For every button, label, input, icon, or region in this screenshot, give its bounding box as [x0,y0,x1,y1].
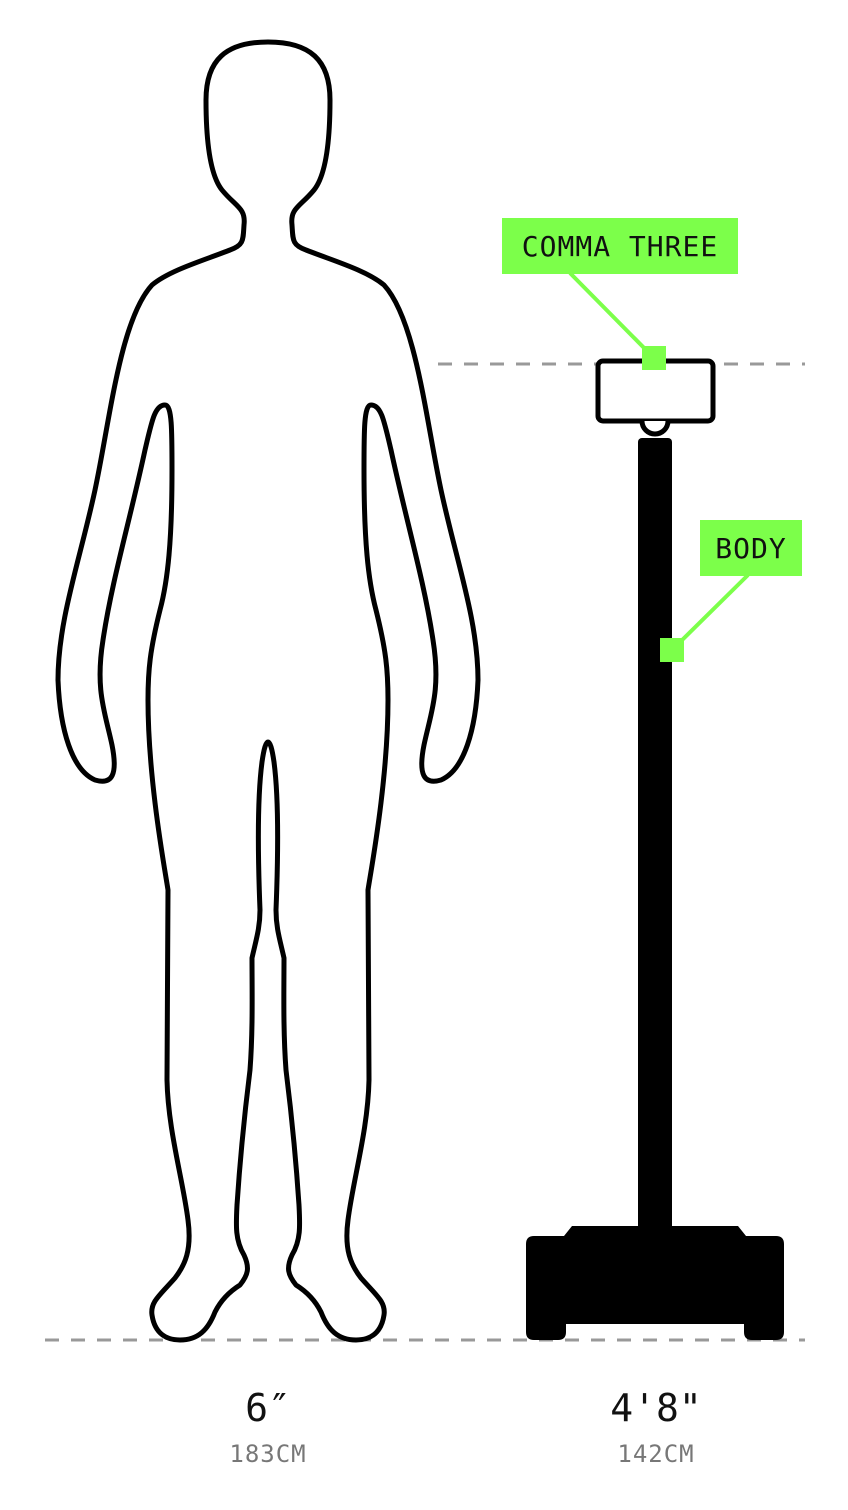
person-height-metric: 183CM [229,1440,307,1468]
body-callout-marker [660,638,684,662]
device-callout-marker [642,346,666,370]
robot-base [526,1226,784,1340]
robot-body-pole [638,438,672,1238]
human-silhouette [55,39,481,1343]
body-callout-line [670,573,750,652]
robot-height-metric: 142CM [617,1440,695,1468]
robot-height-imperial: 4'8" [610,1386,702,1430]
comma-three-label: COMMA THREE [502,218,738,274]
person-height-imperial: 6″ [245,1386,291,1430]
device-callout-line [568,271,656,360]
body-label: BODY [700,520,802,576]
device-mount [639,420,671,437]
